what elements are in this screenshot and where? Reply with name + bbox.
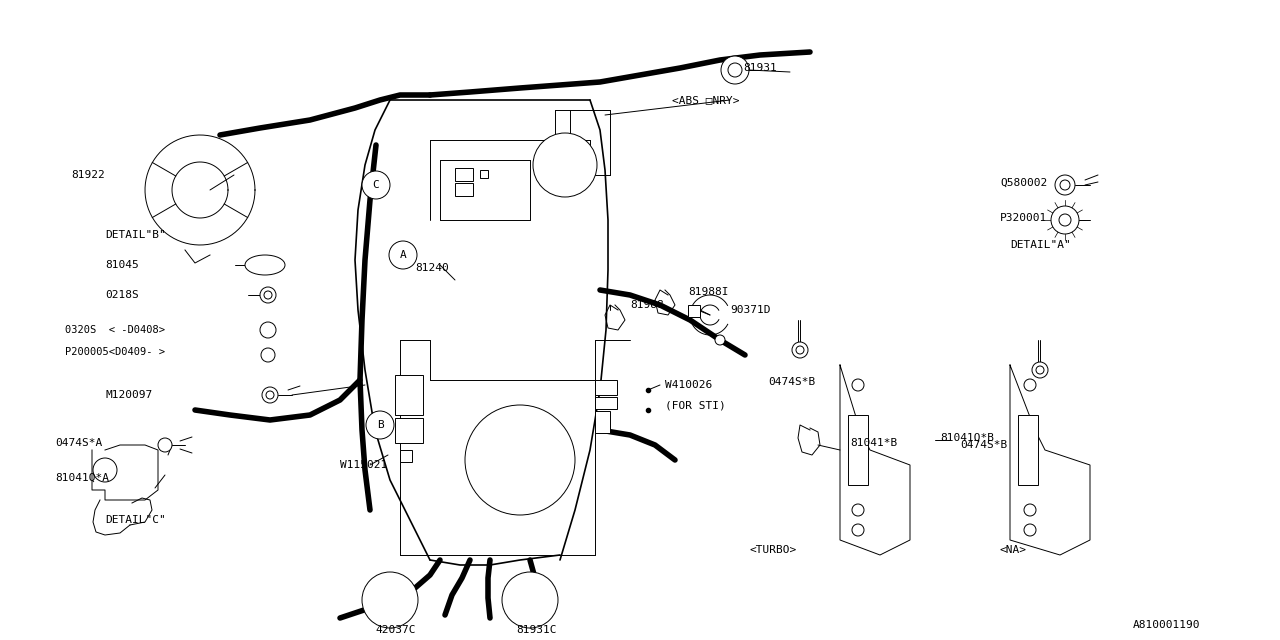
Text: W410026: W410026 [666,380,712,390]
Text: <NA>: <NA> [1000,545,1027,555]
Text: <TURBO>: <TURBO> [750,545,797,555]
Circle shape [93,458,116,482]
Circle shape [721,56,749,84]
Text: 81931C: 81931C [516,625,557,635]
Circle shape [1024,504,1036,516]
Text: M120097: M120097 [105,390,152,400]
Circle shape [852,524,864,536]
Circle shape [796,346,804,354]
Circle shape [1036,366,1044,374]
Circle shape [1032,362,1048,378]
Bar [396,418,422,443]
Text: 81922: 81922 [72,170,105,180]
Circle shape [716,335,724,345]
Circle shape [532,133,596,197]
Text: 81240: 81240 [415,263,449,273]
Bar [595,397,617,409]
Bar [454,168,474,181]
Circle shape [465,405,575,515]
Circle shape [362,572,419,628]
Text: A: A [399,250,406,260]
Circle shape [1059,214,1071,226]
Text: 81041Q*B: 81041Q*B [940,433,995,443]
Bar [595,380,617,395]
Bar [454,183,474,196]
Circle shape [792,342,808,358]
Text: DETAIL"B": DETAIL"B" [105,230,165,240]
Text: 90371D: 90371D [730,305,771,315]
Text: P320001: P320001 [1000,213,1047,223]
Circle shape [262,387,278,403]
Text: 0474S*A: 0474S*A [55,438,102,448]
Circle shape [502,572,558,628]
Bar [595,411,611,433]
Circle shape [362,171,390,199]
Circle shape [1051,206,1079,234]
Text: 0474S*B: 0474S*B [768,377,815,387]
Text: 0320S  < -D0408>: 0320S < -D0408> [65,325,165,335]
Text: DETAIL"C": DETAIL"C" [105,515,165,525]
Bar [399,450,412,462]
Circle shape [1024,379,1036,391]
Circle shape [852,379,864,391]
Text: 0474S*B: 0474S*B [960,440,1007,450]
Bar [396,375,422,415]
Circle shape [728,63,742,77]
Ellipse shape [244,255,285,275]
Text: DETAIL"A": DETAIL"A" [1010,240,1071,250]
Circle shape [1024,524,1036,536]
Circle shape [260,322,276,338]
Bar [1018,415,1038,485]
Text: 81988I: 81988I [689,287,728,297]
Bar [480,170,488,178]
Circle shape [1060,180,1070,190]
Circle shape [261,348,275,362]
Circle shape [157,438,172,452]
Text: 81988: 81988 [630,300,664,310]
Circle shape [366,411,394,439]
Circle shape [266,391,274,399]
Bar [689,305,700,317]
Bar [849,415,868,485]
Text: 42037C: 42037C [375,625,416,635]
Circle shape [852,504,864,516]
Text: 0218S: 0218S [105,290,138,300]
Text: (FOR STI): (FOR STI) [666,400,726,410]
Text: 81045: 81045 [105,260,138,270]
Text: C: C [372,180,379,190]
Text: 81041*B: 81041*B [850,438,897,448]
Text: <ABS □NRY>: <ABS □NRY> [672,95,740,105]
Text: 81931: 81931 [742,63,777,73]
Circle shape [1055,175,1075,195]
Circle shape [260,287,276,303]
Circle shape [389,241,417,269]
Text: 81041Q*A: 81041Q*A [55,473,109,483]
Text: W115021: W115021 [340,460,388,470]
Circle shape [264,291,273,299]
Text: P200005<D0409- >: P200005<D0409- > [65,347,165,357]
Text: Q580002: Q580002 [1000,178,1047,188]
Text: A810001190: A810001190 [1133,620,1201,630]
Text: B: B [376,420,384,430]
